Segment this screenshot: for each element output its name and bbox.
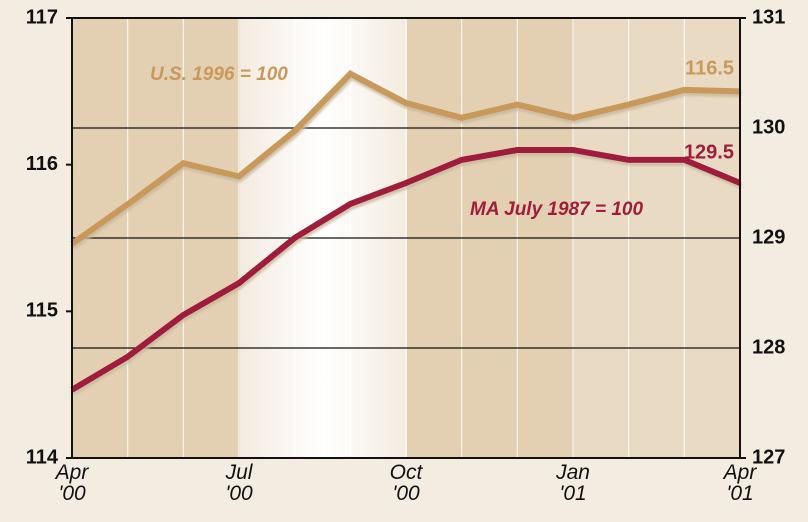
x-tick-label: Oct '00 (389, 461, 423, 505)
y-tick-label: 116 (26, 153, 58, 175)
series-line (70, 147, 742, 393)
y2-tick-label: 130 (752, 116, 785, 138)
plot-frame (71, 17, 741, 459)
y2-tick-label: 128 (752, 336, 785, 358)
x-tick-label: Apr '01 (723, 461, 757, 505)
y2-tick-label: 131 (752, 6, 785, 28)
y2-tick-label: 127 (752, 446, 785, 468)
y2-tick-label: 129 (752, 226, 785, 248)
data-label: 116.5 (685, 58, 734, 80)
series-label: MA July 1987 = 100 (470, 199, 643, 220)
x-tick-label: Apr '00 (55, 461, 89, 505)
data-label: 129.5 (684, 141, 734, 163)
x-tick-label: Jan '01 (556, 461, 590, 505)
x-tick-label: Jul '00 (225, 461, 253, 505)
y-tick-label: 117 (26, 6, 58, 28)
series-line (70, 70, 741, 247)
series-label: U.S. 1996 = 100 (150, 64, 288, 85)
y-tick-label: 115 (26, 300, 58, 322)
y-tick-label: 114 (26, 446, 59, 468)
